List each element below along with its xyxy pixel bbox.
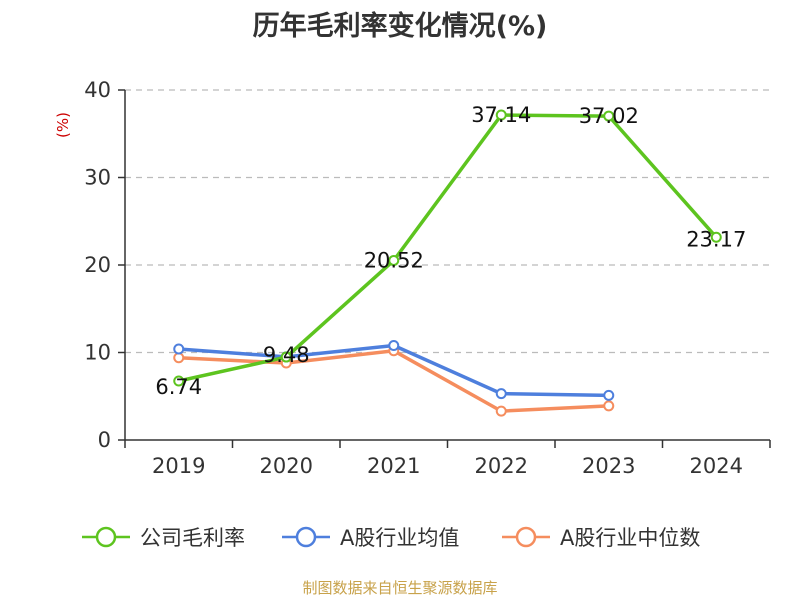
data-label: 37.14 [471, 103, 531, 127]
data-point [710, 231, 722, 243]
data-label: 6.74 [155, 375, 202, 399]
legend-label: 公司毛利率 [140, 526, 245, 550]
data-point [388, 254, 400, 266]
data-label: 37.02 [579, 104, 639, 128]
data-point [603, 400, 615, 412]
data-point [280, 351, 292, 363]
y-tick-label: 30 [84, 166, 111, 190]
data-point [603, 110, 615, 122]
data-point [388, 340, 400, 351]
y-tick-label: 40 [84, 78, 111, 102]
chart-title: 历年毛利率变化情况(%) [253, 10, 548, 42]
x-tick-label: 2024 [690, 454, 743, 478]
data-point [495, 405, 507, 417]
y-axis-unit-label: (%) [54, 112, 72, 138]
data-point [495, 109, 507, 121]
data-point [173, 343, 185, 355]
series-layer [173, 109, 722, 417]
data-point [495, 388, 507, 400]
legend: 公司毛利率 A股行业均值 A股行业中位数 [82, 526, 700, 550]
y-tick-label: 20 [84, 253, 111, 277]
legend-label: A股行业均值 [340, 526, 459, 550]
y-tick-label: 10 [84, 341, 111, 365]
data-point [173, 375, 185, 387]
source-note: 制图数据来自恒生聚源数据库 [302, 579, 497, 597]
legend-marker-icon [515, 526, 537, 548]
x-tick-label: 2021 [367, 454, 420, 478]
legend-item: 公司毛利率 [82, 526, 245, 550]
x-tick-label: 2020 [260, 454, 313, 478]
data-label: 20.52 [364, 248, 424, 272]
x-tick-label: 2022 [475, 454, 528, 478]
legend-marker-icon [295, 526, 317, 548]
legend-item: A股行业中位数 [502, 526, 700, 550]
x-tick-label: 2019 [152, 454, 205, 478]
data-labels: 6.74 9.48 20.52 37.14 37.02 23.17 [155, 103, 746, 399]
data-point [173, 352, 185, 364]
series-line [177, 113, 719, 383]
legend-marker-icon [95, 526, 117, 548]
legend-item: A股行业均值 [282, 526, 459, 550]
series-line [177, 349, 611, 413]
axes: 0 10 20 30 40 2019 2020 2021 2022 2023 2024 [84, 78, 771, 478]
x-tick-label: 2023 [582, 454, 635, 478]
y-tick-label: 0 [98, 428, 111, 452]
legend-label: A股行业中位数 [560, 526, 700, 550]
data-label: 9.48 [263, 343, 310, 367]
data-point [603, 389, 615, 401]
data-label: 23.17 [686, 227, 746, 251]
gridlines [125, 89, 770, 354]
